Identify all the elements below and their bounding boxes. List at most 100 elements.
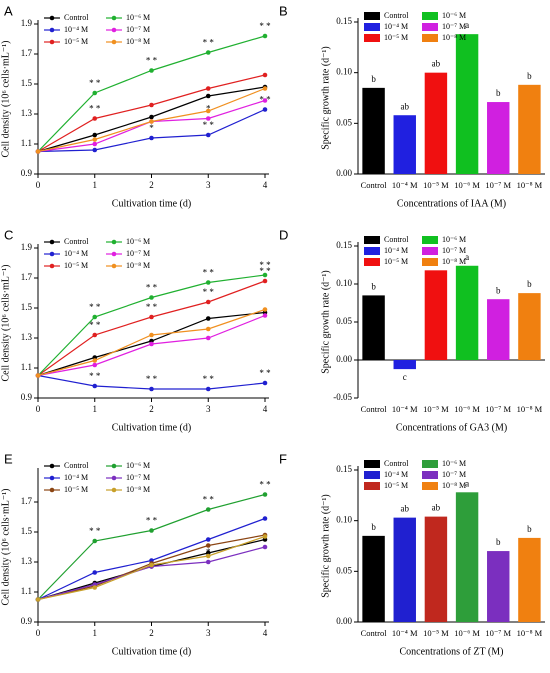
significance-label: * * [89,302,101,312]
data-point [92,585,98,590]
y-tick-label: 1.7 [21,272,33,282]
legend-label: 10⁻⁵ M [64,37,88,46]
y-axis-label: Specific growth rate (d⁻¹) [320,494,331,598]
legend-label: 10⁻⁶ M [442,235,466,244]
data-point [205,559,211,565]
data-point [205,93,211,99]
legend-swatch [364,471,380,479]
y-axis-label: Specific growth rate (d⁻¹) [320,270,331,374]
legend-swatch [422,23,438,31]
data-point [205,335,211,341]
y-tick-label: 0.15 [336,240,352,250]
significance-letter: ab [432,503,441,513]
bar [393,517,416,622]
legend-label: 10⁻⁷ M [126,25,150,34]
panel-label: B [279,3,288,18]
data-point [149,135,154,141]
x-axis-label: Cultivation time (d) [112,198,191,209]
data-point [149,341,154,347]
data-point [262,544,268,550]
significance-label: * * [203,374,215,384]
legend-swatch [422,247,438,255]
y-tick-label: 0.05 [336,316,352,326]
legend-label: 10⁻⁵ M [384,33,408,42]
bar [518,84,541,174]
y-tick-label: 1.5 [21,526,33,536]
data-point [92,570,98,575]
y-tick-label: 1.3 [21,108,33,118]
legend-label: Control [384,11,409,20]
x-tick-label: 4 [263,628,268,638]
legend-label: Control [64,237,89,246]
y-tick-label: 0.05 [336,565,352,575]
data-point [35,597,41,602]
data-point [149,332,154,338]
significance-label: * * [259,480,271,490]
legend-swatch [422,236,438,244]
legend-label: 10⁻⁶ M [126,13,150,22]
significance-label: * * [146,283,158,293]
significance-letter: a [465,252,469,262]
legend-swatch [422,460,438,468]
legend-marker [111,475,117,481]
x-tick-label: 1 [93,404,98,414]
data-point [262,534,268,539]
panel-label: C [4,227,13,242]
y-tick-label: 1.1 [21,362,32,372]
data-point [92,132,98,138]
legend-label: 10⁻⁶ M [442,459,466,468]
data-point [149,68,154,73]
panel-label: D [279,227,288,242]
x-tick-label: 0 [36,180,41,190]
legend-swatch [422,471,438,479]
legend-swatch [422,12,438,20]
y-tick-label: 1.1 [21,586,32,596]
legend-label: 10⁻⁴ M [64,473,88,482]
legend-label: 10⁻⁷ M [126,473,150,482]
significance-label: * [206,547,211,557]
data-point [262,313,268,318]
bar [455,265,479,360]
legend-label: 10⁻⁵ M [64,261,88,270]
x-tick-label: 10⁻⁴ M [392,628,418,638]
legend-label: 10⁻⁸ M [442,481,466,490]
legend-marker [49,263,55,269]
y-axis-label: Cell density (10⁶ cells·mL⁻¹) [0,264,11,381]
significance-letter: b [496,88,501,98]
legend-swatch [364,460,380,468]
significance-label: * * [259,21,271,31]
bar [518,537,541,622]
data-point [262,278,268,284]
significance-label: * * [259,368,271,378]
legend-label: 10⁻⁷ M [442,22,466,31]
significance-letter: b [371,522,376,532]
significance-label: * * [259,266,271,276]
significance-label: * * [89,78,101,88]
data-point [92,116,98,121]
legend-marker [111,239,117,245]
data-point [149,562,154,568]
panel-label: A [4,3,13,18]
legend-label: 10⁻⁶ M [126,237,150,246]
data-point [262,272,268,278]
y-tick-label: 0.05 [336,117,352,127]
y-tick-label: 1.5 [21,78,33,88]
data-point [205,280,211,285]
legend-label: 10⁻⁸ M [126,485,150,494]
y-tick-label: 0.9 [21,168,33,178]
significance-label: * [149,123,154,133]
legend-marker [111,27,117,33]
legend-marker [49,15,55,21]
panel: -0.05 0.00 0.05 0.10 0.15 b Control Control c 10⁻… [279,227,545,433]
bar [424,270,448,360]
y-tick-label: 0.9 [21,392,33,402]
legend-marker [49,251,55,257]
y-axis-label: Cell density (10⁶ cells·mL⁻¹) [0,488,11,605]
data-point [92,362,98,368]
significance-label: * * [146,374,158,384]
legend-marker [49,27,55,33]
data-point [149,114,154,120]
significance-letter: b [496,537,501,547]
significance-letter: ab [401,504,410,514]
